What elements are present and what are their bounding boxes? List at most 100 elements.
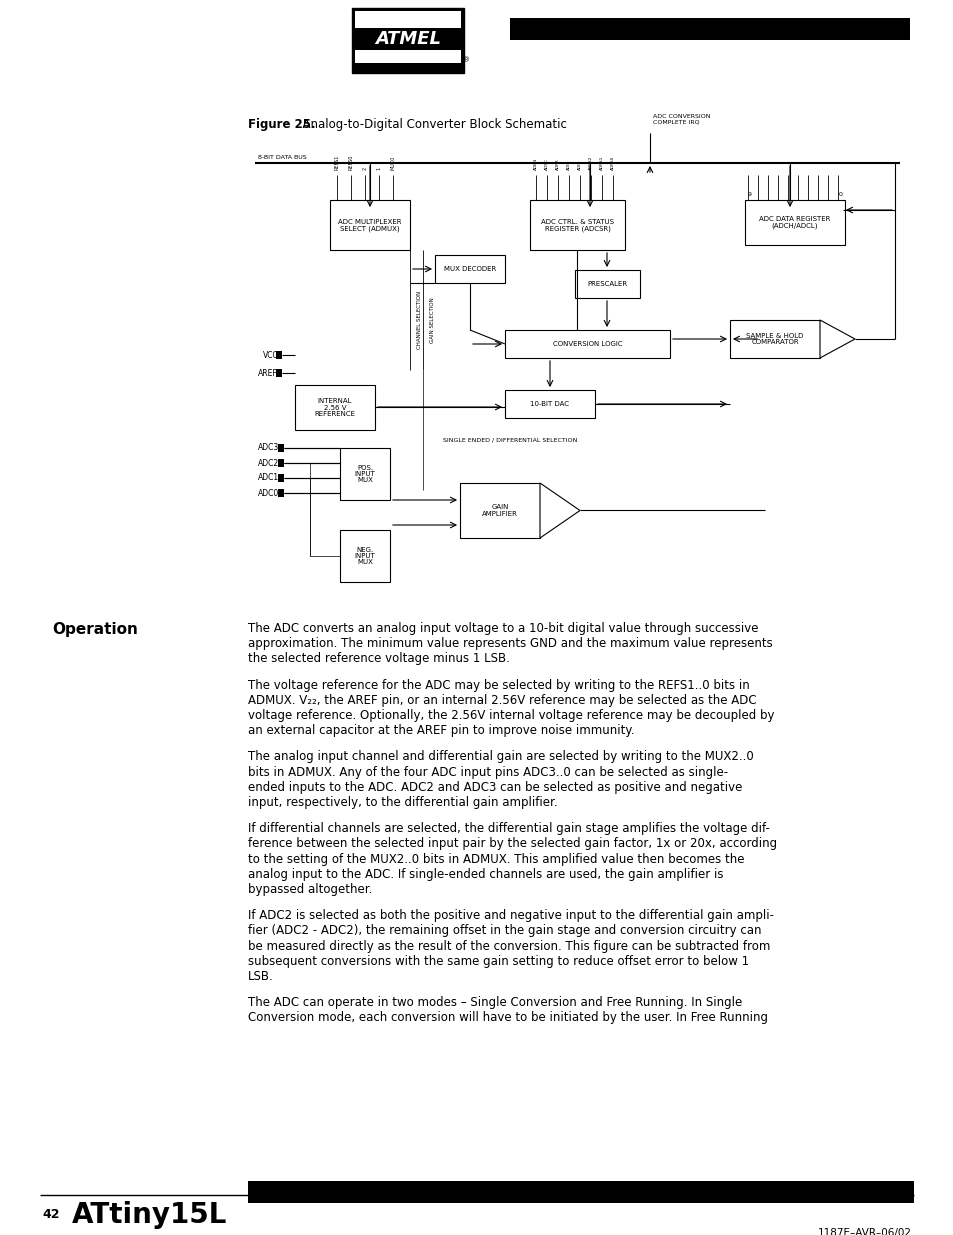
Text: POS.: POS. — [356, 464, 373, 471]
Text: SAMPLE & HOLD: SAMPLE & HOLD — [745, 332, 802, 338]
Text: GAIN SELECTION: GAIN SELECTION — [430, 298, 435, 343]
Text: ADMUX. V₂₂, the AREF pin, or an internal 2.56V reference may be selected as the : ADMUX. V₂₂, the AREF pin, or an internal… — [248, 694, 756, 706]
Text: MUX: MUX — [356, 559, 373, 566]
Bar — [277, 474, 284, 482]
Text: ADC3: ADC3 — [257, 443, 279, 452]
Text: ADC DATA REGISTER: ADC DATA REGISTER — [759, 216, 830, 222]
Bar — [575, 270, 639, 298]
Bar — [277, 489, 284, 496]
Text: If differential channels are selected, the differential gain stage amplifies the: If differential channels are selected, t… — [248, 823, 769, 835]
Text: bits in ADMUX. Any of the four ADC input pins ADC3..0 can be selected as single-: bits in ADMUX. Any of the four ADC input… — [248, 766, 727, 778]
Bar — [248, 1181, 913, 1203]
Text: voltage reference. Optionally, the 2.56V internal voltage reference may be decou: voltage reference. Optionally, the 2.56V… — [248, 709, 774, 722]
Text: be measured directly as the result of the conversion. This figure can be subtrac: be measured directly as the result of th… — [248, 940, 770, 952]
Bar — [355, 11, 460, 63]
Text: analog input to the ADC. If single-ended channels are used, the gain amplifier i: analog input to the ADC. If single-ended… — [248, 868, 722, 881]
Text: VCC: VCC — [263, 351, 278, 359]
Text: MUX0: MUX0 — [390, 156, 395, 170]
Text: MUX: MUX — [356, 478, 373, 483]
Bar — [504, 390, 595, 417]
Text: GAIN: GAIN — [491, 504, 508, 510]
Text: ADPS0: ADPS0 — [610, 156, 615, 170]
Text: ATMEL: ATMEL — [375, 30, 440, 48]
Bar — [729, 320, 820, 358]
Bar — [530, 200, 624, 249]
Text: (ADCH/ADCL): (ADCH/ADCL) — [771, 222, 818, 228]
Text: AMPLIFIER: AMPLIFIER — [481, 511, 517, 516]
Text: ended inputs to the ADC. ADC2 and ADC3 can be selected as positive and negative: ended inputs to the ADC. ADC2 and ADC3 c… — [248, 781, 741, 794]
Text: ADC2: ADC2 — [257, 458, 279, 468]
Text: REFERENCE: REFERENCE — [314, 411, 355, 417]
Text: ®: ® — [463, 57, 470, 63]
Text: ADC MULTIPLEXER: ADC MULTIPLEXER — [338, 219, 401, 225]
Text: 8-BIT DATA BUS: 8-BIT DATA BUS — [257, 156, 306, 161]
Text: bypassed altogether.: bypassed altogether. — [248, 883, 372, 897]
Text: to the setting of the MUX2..0 bits in ADMUX. This amplified value then becomes t: to the setting of the MUX2..0 bits in AD… — [248, 852, 743, 866]
Text: SELECT (ADMUX): SELECT (ADMUX) — [340, 225, 399, 231]
Text: COMPARATOR: COMPARATOR — [750, 340, 798, 346]
Text: approximation. The minimum value represents GND and the maximum value represents: approximation. The minimum value represe… — [248, 637, 772, 650]
Bar — [294, 385, 375, 430]
Text: 1: 1 — [376, 167, 381, 170]
Bar — [339, 530, 390, 582]
Text: PRESCALER: PRESCALER — [587, 282, 627, 287]
Text: INTERNAL: INTERNAL — [317, 398, 352, 404]
Text: INPUT: INPUT — [355, 553, 375, 559]
Text: ADIE: ADIE — [578, 159, 581, 170]
Bar — [275, 351, 282, 359]
Text: an external capacitor at the AREF pin to improve noise immunity.: an external capacitor at the AREF pin to… — [248, 724, 634, 737]
Text: The ADC converts an analog input voltage to a 10-bit digital value through succe: The ADC converts an analog input voltage… — [248, 622, 758, 635]
Text: ADIF: ADIF — [566, 161, 571, 170]
Text: REFS1: REFS1 — [335, 154, 339, 170]
Text: ADC CTRL. & STATUS: ADC CTRL. & STATUS — [540, 219, 614, 225]
Text: ADFR: ADFR — [556, 158, 559, 170]
Text: AREF: AREF — [257, 368, 277, 378]
Text: 0: 0 — [839, 191, 842, 198]
Bar — [275, 369, 282, 377]
Text: ADPS1: ADPS1 — [599, 156, 603, 170]
Bar — [277, 459, 284, 467]
Text: MUX DECODER: MUX DECODER — [443, 266, 496, 272]
Text: The analog input channel and differential gain are selected by writing to the MU: The analog input channel and differentia… — [248, 751, 753, 763]
Text: the selected reference voltage minus 1 LSB.: the selected reference voltage minus 1 L… — [248, 652, 509, 666]
Bar — [744, 200, 844, 245]
Text: Figure 25.: Figure 25. — [248, 119, 315, 131]
Text: INPUT: INPUT — [355, 471, 375, 477]
Text: NEG.: NEG. — [356, 547, 374, 552]
Text: Conversion mode, each conversion will have to be initiated by the user. In Free : Conversion mode, each conversion will ha… — [248, 1011, 767, 1024]
Text: 2: 2 — [362, 167, 367, 170]
Text: ference between the selected input pair by the selected gain factor, 1x or 20x, : ference between the selected input pair … — [248, 837, 777, 851]
Polygon shape — [539, 483, 579, 538]
Text: Analog-to-Digital Converter Block Schematic: Analog-to-Digital Converter Block Schema… — [294, 119, 566, 131]
Text: Operation: Operation — [52, 622, 138, 637]
Text: subsequent conversions with the same gain setting to reduce offset error to belo: subsequent conversions with the same gai… — [248, 955, 748, 968]
Text: The ADC can operate in two modes – Single Conversion and Free Running. In Single: The ADC can operate in two modes – Singl… — [248, 997, 741, 1009]
Text: ADEN: ADEN — [534, 158, 537, 170]
Bar — [435, 254, 504, 283]
Text: REGISTER (ADCSR): REGISTER (ADCSR) — [544, 225, 610, 231]
Text: fier (ADC2 - ADC2), the remaining offset in the gain stage and conversion circui: fier (ADC2 - ADC2), the remaining offset… — [248, 925, 760, 937]
Text: CONVERSION LOGIC: CONVERSION LOGIC — [552, 341, 621, 347]
Bar — [277, 445, 284, 452]
Bar — [355, 28, 460, 49]
Text: ADPS2: ADPS2 — [588, 156, 593, 170]
Text: 42: 42 — [42, 1209, 59, 1221]
Text: REFS0: REFS0 — [348, 154, 354, 170]
Text: SINGLE ENDED / DIFFERENTIAL SELECTION: SINGLE ENDED / DIFFERENTIAL SELECTION — [442, 437, 577, 442]
Bar — [352, 7, 463, 73]
Bar — [330, 200, 410, 249]
Text: 10-BIT DAC: 10-BIT DAC — [530, 401, 569, 408]
Text: 2.56 V: 2.56 V — [323, 405, 346, 410]
Text: If ADC2 is selected as both the positive and negative input to the differential : If ADC2 is selected as both the positive… — [248, 909, 773, 923]
Bar — [504, 330, 669, 358]
Text: ADC1: ADC1 — [257, 473, 279, 483]
Bar — [339, 448, 390, 500]
Polygon shape — [820, 320, 854, 358]
Bar — [459, 483, 539, 538]
Text: ADC CONVERSION
COMPLETE IRQ: ADC CONVERSION COMPLETE IRQ — [652, 114, 710, 125]
Text: 1187E–AVR–06/02: 1187E–AVR–06/02 — [817, 1228, 911, 1235]
Text: CHANNEL SELECTION: CHANNEL SELECTION — [417, 291, 422, 350]
Text: ADC0: ADC0 — [257, 489, 279, 498]
Text: ADSC: ADSC — [544, 158, 548, 170]
Text: 9: 9 — [747, 191, 751, 198]
